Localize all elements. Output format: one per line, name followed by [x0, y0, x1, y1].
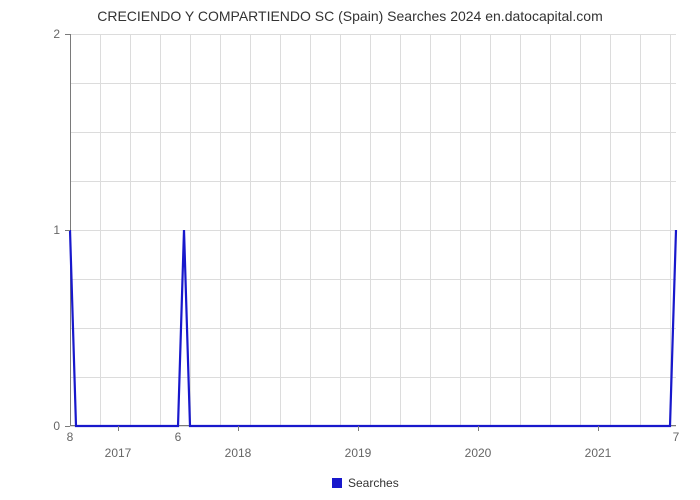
- x-tick-label: 2019: [345, 446, 372, 460]
- x-tick: [358, 426, 359, 431]
- x-tick: [118, 426, 119, 431]
- x-tick: [238, 426, 239, 431]
- x-tick-label: 2017: [105, 446, 132, 460]
- legend-label: Searches: [348, 476, 399, 490]
- y-tick-label: 2: [0, 27, 60, 41]
- y-tick-label: 1: [0, 223, 60, 237]
- under-axis-label: 6: [175, 430, 182, 444]
- y-tick-label: 0: [0, 419, 60, 433]
- x-tick: [478, 426, 479, 431]
- x-tick-label: 2021: [585, 446, 612, 460]
- x-tick-label: 2018: [225, 446, 252, 460]
- x-tick: [598, 426, 599, 431]
- chart-title: CRECIENDO Y COMPARTIENDO SC (Spain) Sear…: [0, 8, 700, 24]
- under-axis-label: 7: [673, 430, 680, 444]
- y-tick: [65, 230, 70, 231]
- y-tick: [65, 426, 70, 427]
- y-tick: [65, 34, 70, 35]
- legend-swatch: [332, 478, 342, 488]
- x-tick-label: 2020: [465, 446, 492, 460]
- under-axis-label: 8: [67, 430, 74, 444]
- plot-area: [70, 34, 676, 426]
- series-line: [70, 34, 676, 426]
